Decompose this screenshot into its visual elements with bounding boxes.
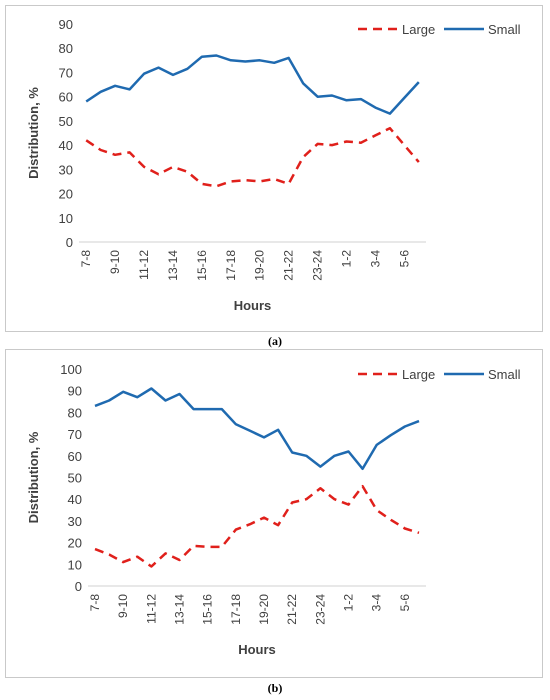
y-tick-label: 30: [59, 162, 73, 177]
y-tick-label: 80: [68, 405, 82, 420]
x-tick-label: 7-8: [79, 250, 93, 268]
y-tick-label: 10: [59, 211, 73, 226]
x-tick-label: 15-16: [195, 250, 209, 281]
y-tick-label: 30: [68, 514, 82, 529]
x-tick-label: 7-8: [88, 594, 102, 612]
x-tick-label: 5-6: [397, 250, 411, 268]
y-tick-label: 0: [75, 579, 82, 594]
legend-label-small: Small: [488, 22, 521, 37]
y-axis-title: Distribution, %: [26, 431, 41, 523]
legend-label-small: Small: [488, 367, 521, 382]
x-tick-label: 15-16: [201, 594, 215, 625]
line-chart-b: 0 10 20 30 40 50 60 70 80 90 100 7-8 9-10 11-12 13-14 1…: [26, 362, 521, 657]
x-tick-label: 17-18: [224, 250, 238, 281]
series-line-small: [85, 54, 420, 115]
y-tick-label: 60: [68, 449, 82, 464]
x-tick-label: 3-4: [370, 594, 384, 612]
x-tick-label: 1-2: [339, 250, 353, 268]
chart-panel-a: 0 10 20 30 40 50 60 70 80 90 7-8 9-10 11-12 13-14 15-1…: [5, 5, 543, 332]
y-tick-label: 50: [59, 114, 73, 129]
x-tick-label: 23-24: [311, 250, 325, 281]
x-tick-label: 11-12: [144, 594, 158, 624]
x-axis-title: Hours: [234, 298, 272, 313]
series-line-small: [94, 387, 420, 471]
series-line-large: [94, 484, 420, 568]
x-tick-label: 21-22: [282, 250, 296, 281]
x-tick-label: 1-2: [342, 594, 356, 612]
y-tick-label: 20: [59, 187, 73, 202]
y-tick-label: 50: [68, 471, 82, 486]
x-tick-label: 19-20: [257, 594, 271, 625]
y-tick-label: 20: [68, 536, 82, 551]
x-tick-label: 9-10: [116, 594, 130, 618]
y-tick-label: 10: [68, 557, 82, 572]
y-tick-label: 60: [59, 90, 73, 105]
x-tick-label: 17-18: [229, 594, 243, 625]
legend-label-large: Large: [402, 22, 435, 37]
caption-a: (a): [268, 334, 282, 348]
x-tick-label: 13-14: [166, 250, 180, 281]
y-tick-label: 90: [59, 17, 73, 32]
y-tick-label: 70: [68, 427, 82, 442]
y-tick-label: 80: [59, 41, 73, 56]
series-line-large: [85, 126, 420, 188]
x-tick-label: 5-6: [398, 594, 412, 612]
x-axis-title: Hours: [238, 642, 276, 657]
chart-panel-b: 0 10 20 30 40 50 60 70 80 90 100 7-8 9-10 11-12 13-14 1…: [5, 349, 543, 678]
line-chart-a: 0 10 20 30 40 50 60 70 80 90 7-8 9-10 11-12 13-14 15-1…: [26, 17, 521, 313]
x-tick-label: 13-14: [173, 594, 187, 625]
y-tick-label: 40: [68, 492, 82, 507]
y-tick-label: 40: [59, 138, 73, 153]
x-tick-label: 19-20: [253, 250, 267, 281]
caption-b: (b): [267, 681, 283, 695]
y-tick-label: 70: [59, 65, 73, 80]
x-tick-label: 21-22: [285, 594, 299, 625]
x-tick-label: 23-24: [313, 594, 327, 625]
y-tick-label: 0: [66, 235, 73, 250]
y-axis-title: Distribution, %: [26, 87, 41, 179]
y-tick-label: 100: [60, 362, 82, 377]
x-tick-label: 3-4: [368, 250, 382, 268]
x-tick-label: 11-12: [137, 250, 151, 280]
legend-label-large: Large: [402, 367, 435, 382]
x-tick-label: 9-10: [108, 250, 122, 274]
y-tick-label: 90: [68, 384, 82, 399]
